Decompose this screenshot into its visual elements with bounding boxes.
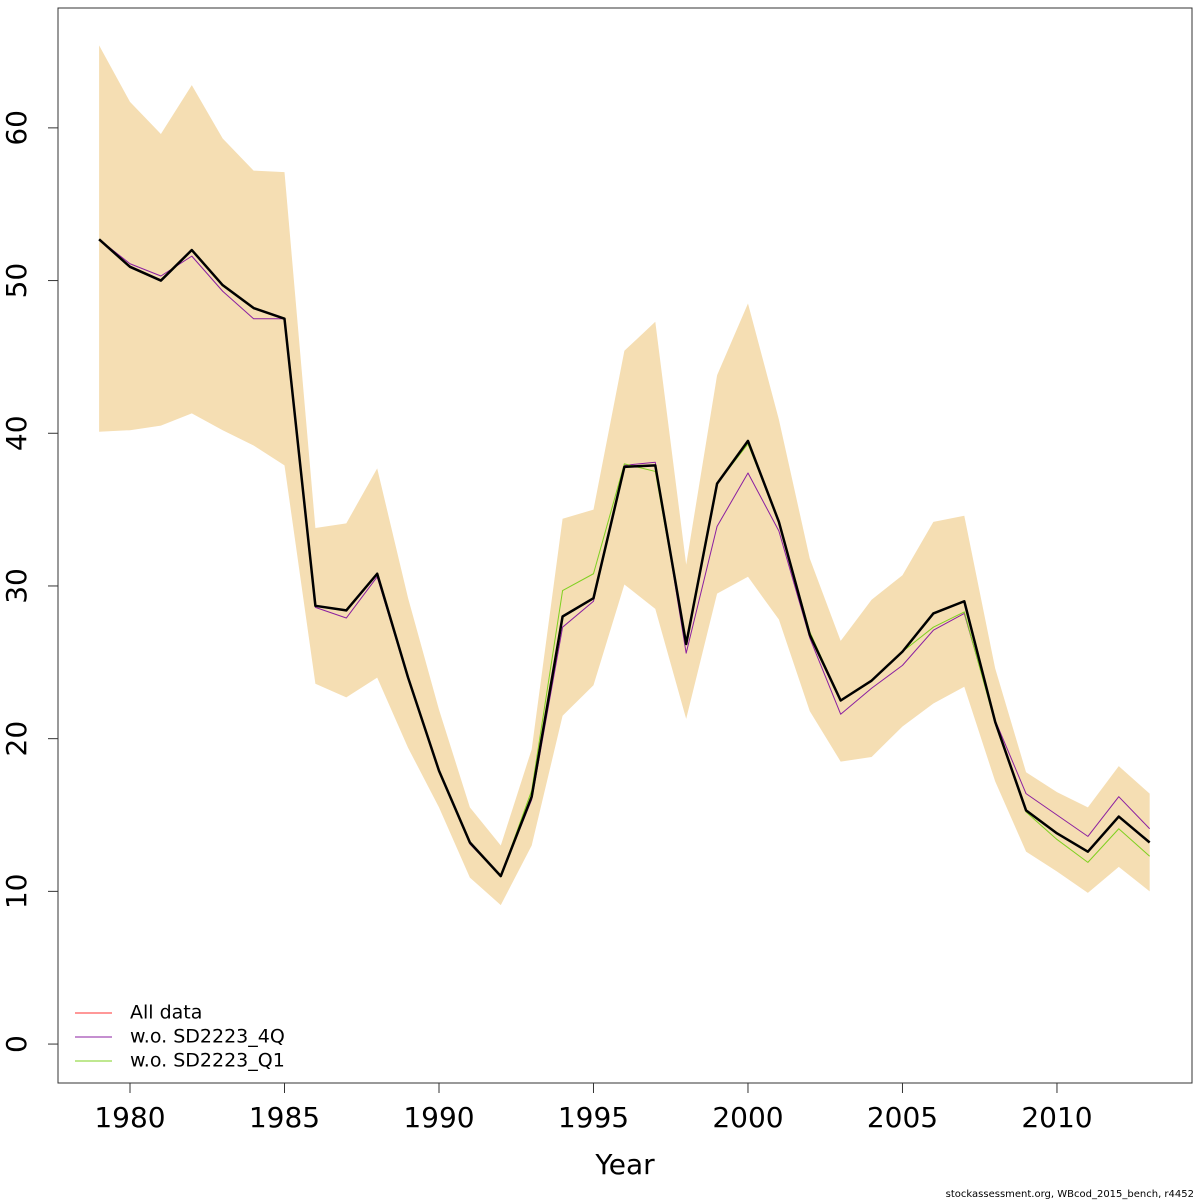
plot-frame — [57, 7, 1193, 1084]
x-tick-label: 2010 — [1021, 1101, 1092, 1134]
y-tick-label: 0 — [0, 1035, 33, 1053]
x-axis-label: Year — [594, 1148, 655, 1181]
legend-label: w.o. SD2223_Q1 — [130, 1050, 285, 1072]
y-tick-label: 50 — [0, 263, 33, 299]
x-tick-label: 1990 — [403, 1101, 474, 1134]
y-tick-label: 10 — [0, 874, 33, 910]
x-tick-label: 2005 — [867, 1101, 938, 1134]
y-tick-label: 30 — [0, 568, 33, 604]
y-tick-label: 20 — [0, 721, 33, 757]
confidence-band — [99, 45, 1150, 906]
x-tick-label: 1985 — [249, 1101, 320, 1134]
x-tick-label: 1995 — [558, 1101, 629, 1134]
y-tick-label: 40 — [0, 415, 33, 451]
x-tick-label: 1980 — [94, 1101, 165, 1134]
estimate-line — [98, 238, 1151, 878]
legend-label: w.o. SD2223_4Q — [130, 1026, 285, 1048]
legend-label: All data — [130, 1002, 202, 1024]
x-tick-label: 2000 — [712, 1101, 783, 1134]
y-tick-label: 60 — [0, 110, 33, 146]
footnote: stockassessment.org, WBcod_2015_bench, r… — [946, 1189, 1194, 1200]
